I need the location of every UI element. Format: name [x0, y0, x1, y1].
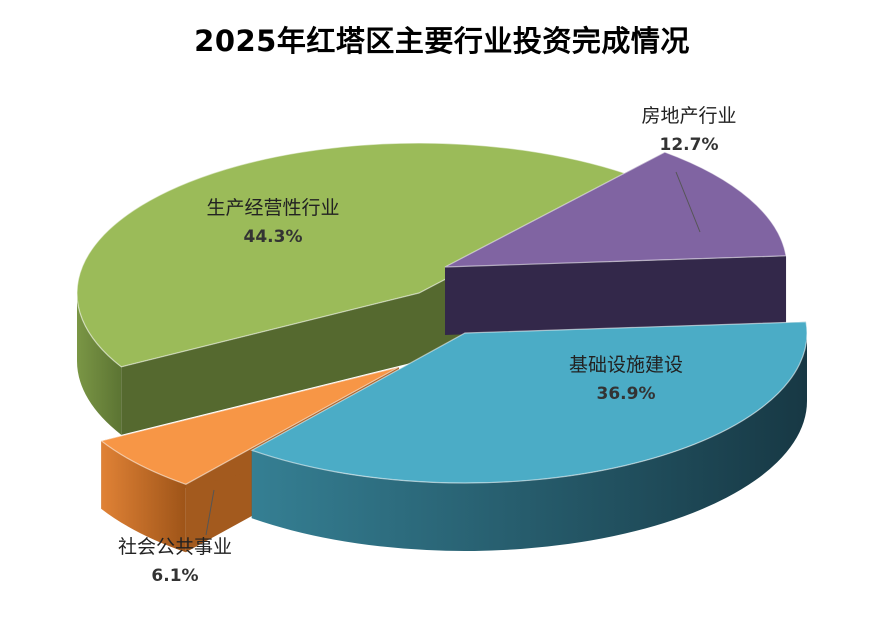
pie-slice-side-wall [101, 440, 186, 553]
pie-slice-cut-face [121, 293, 419, 435]
chart-title: 2025年红塔区主要行业投资完成情况 [194, 24, 690, 58]
slice-value-label: 36.9% [597, 384, 656, 404]
pie-slice-top [76, 142, 641, 368]
pie-slice-side-wall [77, 293, 122, 435]
pie-slice-top [444, 151, 787, 268]
pie-slice-cut-face [445, 255, 787, 335]
slice-category-label: 社会公共事业 [118, 536, 232, 558]
slice-value-label: 44.3% [244, 227, 303, 247]
pie-slice-top [250, 321, 808, 484]
slice-value-label: 12.7% [660, 135, 719, 155]
leader-line [675, 171, 701, 233]
slice-category-label: 房地产行业 [641, 105, 736, 127]
slice-category-label: 生产经营性行业 [206, 197, 339, 219]
slice-value-label: 6.1% [151, 566, 198, 586]
leader-line [205, 489, 215, 536]
pie-slice-2 [250, 321, 808, 552]
pie-slice-1 [444, 151, 787, 335]
pie-slice-side-wall [251, 333, 807, 552]
pie-slice-top [99, 366, 400, 485]
slice-category-label: 基础设施建设 [569, 354, 683, 376]
